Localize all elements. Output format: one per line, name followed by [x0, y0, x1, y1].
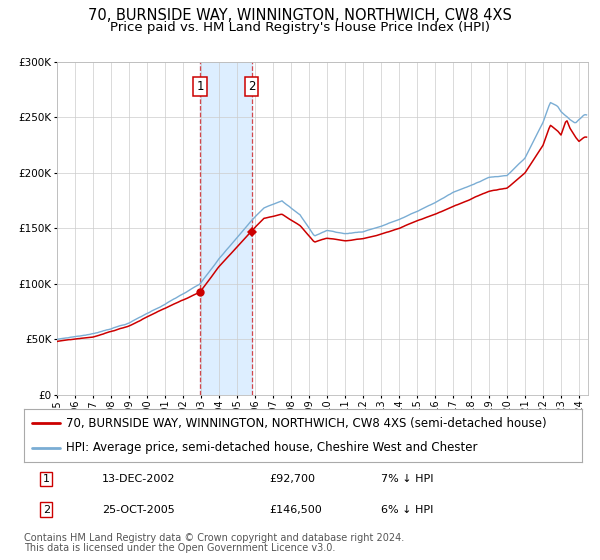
Text: Price paid vs. HM Land Registry's House Price Index (HPI): Price paid vs. HM Land Registry's House … — [110, 21, 490, 34]
Text: £92,700: £92,700 — [269, 474, 316, 484]
Text: 25-OCT-2005: 25-OCT-2005 — [102, 505, 175, 515]
Text: 13-DEC-2002: 13-DEC-2002 — [102, 474, 176, 484]
Text: 7% ↓ HPI: 7% ↓ HPI — [381, 474, 434, 484]
Text: 6% ↓ HPI: 6% ↓ HPI — [381, 505, 433, 515]
Text: 70, BURNSIDE WAY, WINNINGTON, NORTHWICH, CW8 4XS (semi-detached house): 70, BURNSIDE WAY, WINNINGTON, NORTHWICH,… — [66, 417, 547, 430]
Text: 1: 1 — [196, 80, 204, 93]
Text: Contains HM Land Registry data © Crown copyright and database right 2024.: Contains HM Land Registry data © Crown c… — [24, 533, 404, 543]
Text: 70, BURNSIDE WAY, WINNINGTON, NORTHWICH, CW8 4XS: 70, BURNSIDE WAY, WINNINGTON, NORTHWICH,… — [88, 8, 512, 24]
Text: 2: 2 — [43, 505, 50, 515]
Text: HPI: Average price, semi-detached house, Cheshire West and Chester: HPI: Average price, semi-detached house,… — [66, 441, 478, 454]
Text: £146,500: £146,500 — [269, 505, 322, 515]
Text: This data is licensed under the Open Government Licence v3.0.: This data is licensed under the Open Gov… — [24, 543, 335, 553]
Text: 1: 1 — [43, 474, 50, 484]
Text: 2: 2 — [248, 80, 256, 93]
Bar — [200, 62, 251, 395]
